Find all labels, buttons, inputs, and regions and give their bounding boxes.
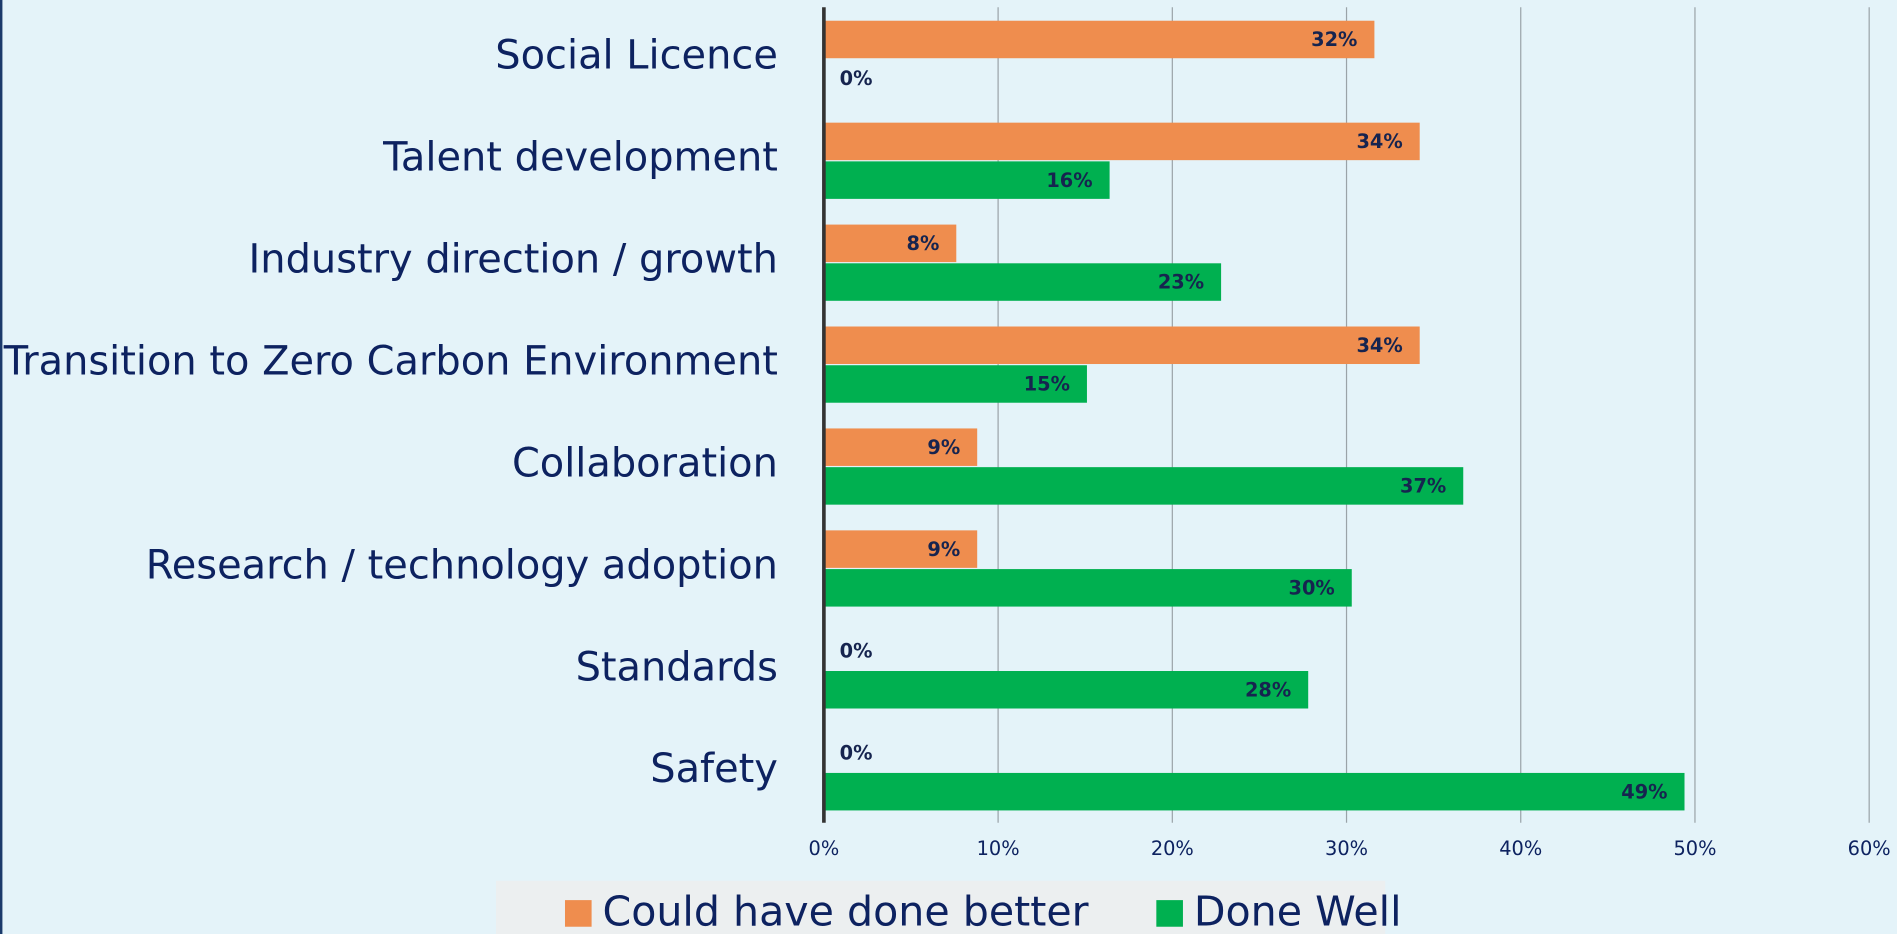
value-label: 49% [1621, 780, 1667, 803]
x-tick-label: 40% [1499, 837, 1542, 860]
category-label: Social Licence [495, 33, 778, 79]
category-label: Safety [650, 746, 778, 792]
value-label: 8% [907, 232, 940, 255]
bar [823, 20, 1375, 59]
category-label: Talent development [382, 135, 778, 181]
bar [823, 263, 1222, 301]
bar [823, 428, 978, 466]
bar [823, 772, 1685, 811]
value-label: 30% [1289, 577, 1335, 600]
bar [823, 122, 1420, 161]
x-tick-label: 0% [809, 837, 840, 860]
x-tick-label: 10% [977, 837, 1020, 860]
bar [823, 530, 978, 568]
value-label: 9% [927, 436, 960, 459]
bar [823, 671, 1309, 709]
category-label: Transition to Zero Carbon Environment [3, 339, 778, 385]
bar [823, 326, 1420, 365]
x-tick-label: 20% [1151, 837, 1194, 860]
legend-label: Done Well [1194, 888, 1402, 934]
value-label: 0% [840, 742, 873, 765]
bar [823, 467, 1464, 505]
legend-swatch [1156, 900, 1183, 927]
value-label: 0% [840, 640, 873, 663]
x-tick-label: 30% [1325, 837, 1368, 860]
bar [823, 569, 1352, 607]
legend-label: Could have done better [602, 888, 1088, 934]
legend-swatch [564, 900, 592, 927]
value-label: 15% [1024, 373, 1070, 396]
value-label: 0% [840, 67, 873, 90]
value-label: 23% [1158, 271, 1204, 294]
bar [823, 161, 1110, 199]
value-label: 34% [1356, 334, 1402, 357]
category-label: Industry direction / growth [249, 237, 778, 283]
legend-box [496, 880, 1386, 934]
x-tick-label: 60% [1848, 837, 1891, 860]
value-label: 9% [927, 538, 960, 561]
value-label: 34% [1356, 130, 1402, 153]
value-label: 16% [1046, 169, 1092, 192]
bar [823, 365, 1087, 403]
category-label: Collaboration [512, 440, 778, 486]
category-label: Standards [576, 644, 778, 690]
value-label: 37% [1400, 475, 1446, 498]
bar [823, 224, 957, 263]
value-label: 32% [1311, 28, 1357, 51]
category-label: Research / technology adoption [146, 542, 778, 588]
value-label: 28% [1245, 678, 1291, 701]
x-tick-label: 50% [1673, 837, 1716, 860]
